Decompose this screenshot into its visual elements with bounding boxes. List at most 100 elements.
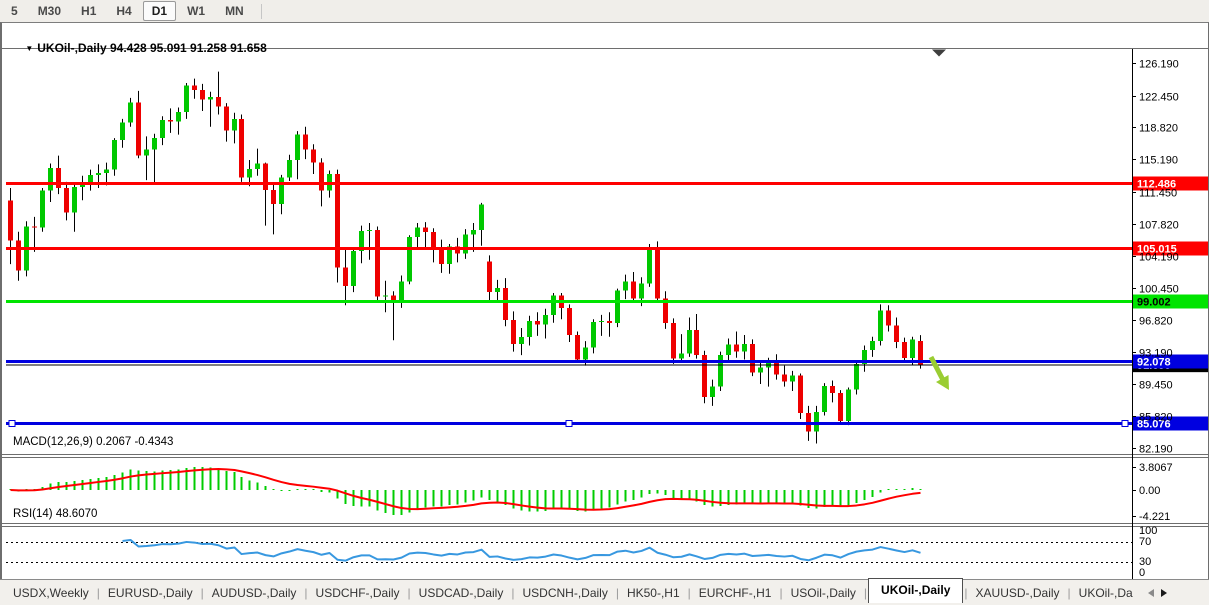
candle	[878, 310, 883, 342]
candle	[591, 321, 596, 348]
candle	[16, 240, 21, 271]
rsi-indicator-label: RSI(14) 48.6070	[13, 508, 98, 520]
candlestick-series	[8, 71, 923, 444]
candle	[72, 187, 77, 213]
symbol-dropdown-icon[interactable]: ▼	[25, 44, 34, 53]
chart-tab-hk50-h1[interactable]: HK50-,H1	[626, 585, 680, 600]
candle	[40, 190, 45, 228]
candle	[774, 362, 779, 375]
price-axis-tick-label: 111.450	[1139, 188, 1177, 200]
tab-separator: |	[200, 585, 204, 600]
tabs-scroll-left-icon[interactable]	[1147, 588, 1154, 597]
price-axis-tick-label: 85.820	[1139, 412, 1173, 424]
chart-tab-audusd-daily[interactable]: AUDUSD-,Daily	[211, 585, 297, 600]
timeframe-button-m30[interactable]: M30	[37, 4, 62, 18]
tab-separator: |	[779, 585, 783, 600]
rsi-axis-label: 70	[1139, 536, 1151, 548]
price-axis-tick-label: 118.820	[1139, 123, 1178, 135]
tab-separator: |	[511, 585, 515, 600]
candle	[391, 295, 396, 301]
timeframe-button-d1[interactable]: D1	[142, 1, 177, 21]
chart-tab-usdcad-daily[interactable]: USDCAD-,Daily	[418, 585, 504, 600]
candle	[232, 118, 237, 131]
candle	[631, 281, 636, 299]
candle	[854, 363, 859, 390]
candle	[383, 295, 388, 297]
price-axis-tick-label: 96.820	[1139, 316, 1173, 328]
candle	[894, 325, 899, 343]
candle	[415, 227, 420, 238]
candle	[431, 231, 436, 250]
chart-tab-ukoil-daily[interactable]: UKOil-,Daily	[868, 578, 964, 603]
candle	[208, 97, 213, 100]
candle	[623, 281, 628, 291]
candle	[511, 320, 516, 344]
candle	[359, 230, 364, 252]
candle	[192, 85, 197, 91]
candle	[287, 160, 292, 178]
candle	[375, 230, 380, 297]
chart-tab-eurchf-h1[interactable]: EURCHF-,H1	[698, 585, 772, 600]
price-axis-tick-label: 122.450	[1139, 92, 1179, 104]
candle	[790, 375, 795, 382]
price-axis-tick-label: 93.190	[1139, 348, 1173, 360]
candle	[439, 249, 444, 265]
hline-drag-handle[interactable]	[8, 420, 16, 427]
candle	[671, 322, 676, 359]
sell-arrow-annotation[interactable]	[928, 355, 949, 390]
candle	[535, 321, 540, 325]
rsi-axis-label: 0	[1139, 567, 1145, 579]
candle	[663, 298, 668, 323]
timeframe-button-w1[interactable]: W1	[187, 4, 206, 18]
price-axis-tick-label: 107.820	[1139, 220, 1179, 232]
candle	[495, 287, 500, 293]
timeframe-button-h4[interactable]: H4	[116, 4, 132, 18]
candle	[471, 230, 476, 235]
chart-symbol-label: UKOil-,Daily	[37, 41, 107, 55]
hline-price-label-text: 112.486	[1137, 179, 1176, 191]
hline-price-label	[1133, 241, 1208, 256]
candle	[782, 374, 787, 382]
candle	[918, 340, 923, 366]
candle	[423, 227, 428, 232]
chart-title[interactable]: ▼ UKOil-,Daily 94.428 95.091 91.258 91.65…	[12, 27, 266, 69]
chart-tab-usdx-weekly[interactable]: USDX,Weekly	[13, 585, 89, 600]
candle	[846, 389, 851, 421]
candle	[734, 344, 739, 352]
chart-window[interactable]: 91.658112.486105.01599.00292.07885.07612…	[0, 22, 1209, 597]
chart-tab-xauusd-daily[interactable]: XAUUSD-,Daily	[975, 585, 1060, 600]
price-axis-tick-label: 104.190	[1139, 252, 1179, 264]
candle	[311, 149, 316, 163]
hline-drag-handle[interactable]	[1121, 420, 1129, 427]
tabs-scroll-right-icon[interactable]	[1160, 588, 1167, 597]
candle	[184, 85, 189, 112]
chart-tab-usoil-daily[interactable]: USOil-,Daily	[790, 585, 856, 600]
candle	[758, 367, 763, 373]
candle	[798, 375, 803, 413]
candle	[599, 321, 604, 323]
candle	[814, 412, 819, 432]
chart-tab-usdchf-daily[interactable]: USDCHF-,Daily	[315, 585, 400, 600]
timeframe-toolbar: 5 M30 H1 H4 D1 W1 MN	[0, 0, 1209, 22]
candle	[838, 392, 843, 421]
candle	[136, 102, 141, 156]
rsi-axis-label: 100	[1139, 525, 1157, 537]
timeframe-button-5[interactable]: 5	[11, 4, 18, 18]
candle	[200, 90, 205, 100]
candle	[407, 237, 412, 282]
candle	[168, 119, 173, 122]
chart-canvas[interactable]: 91.658112.486105.01599.00292.07885.07612…	[2, 45, 1208, 603]
chart-tab-ukoil-da[interactable]: UKOil-,Da	[1078, 585, 1133, 600]
timeframe-button-mn[interactable]: MN	[225, 4, 244, 18]
timeframe-button-h1[interactable]: H1	[81, 4, 97, 18]
toolbar-separator	[260, 3, 262, 19]
candle	[367, 230, 372, 232]
chart-tab-eurusd-daily[interactable]: EURUSD-,Daily	[107, 585, 193, 600]
candle	[543, 314, 548, 325]
candle	[607, 321, 612, 323]
hline-drag-handle[interactable]	[565, 420, 573, 427]
chart-shift-marker-icon[interactable]	[932, 49, 946, 57]
hline-price-label-text: 92.078	[1137, 357, 1171, 369]
chart-tab-usdcnh-daily[interactable]: USDCNH-,Daily	[522, 585, 608, 600]
tab-separator: |	[687, 585, 691, 600]
